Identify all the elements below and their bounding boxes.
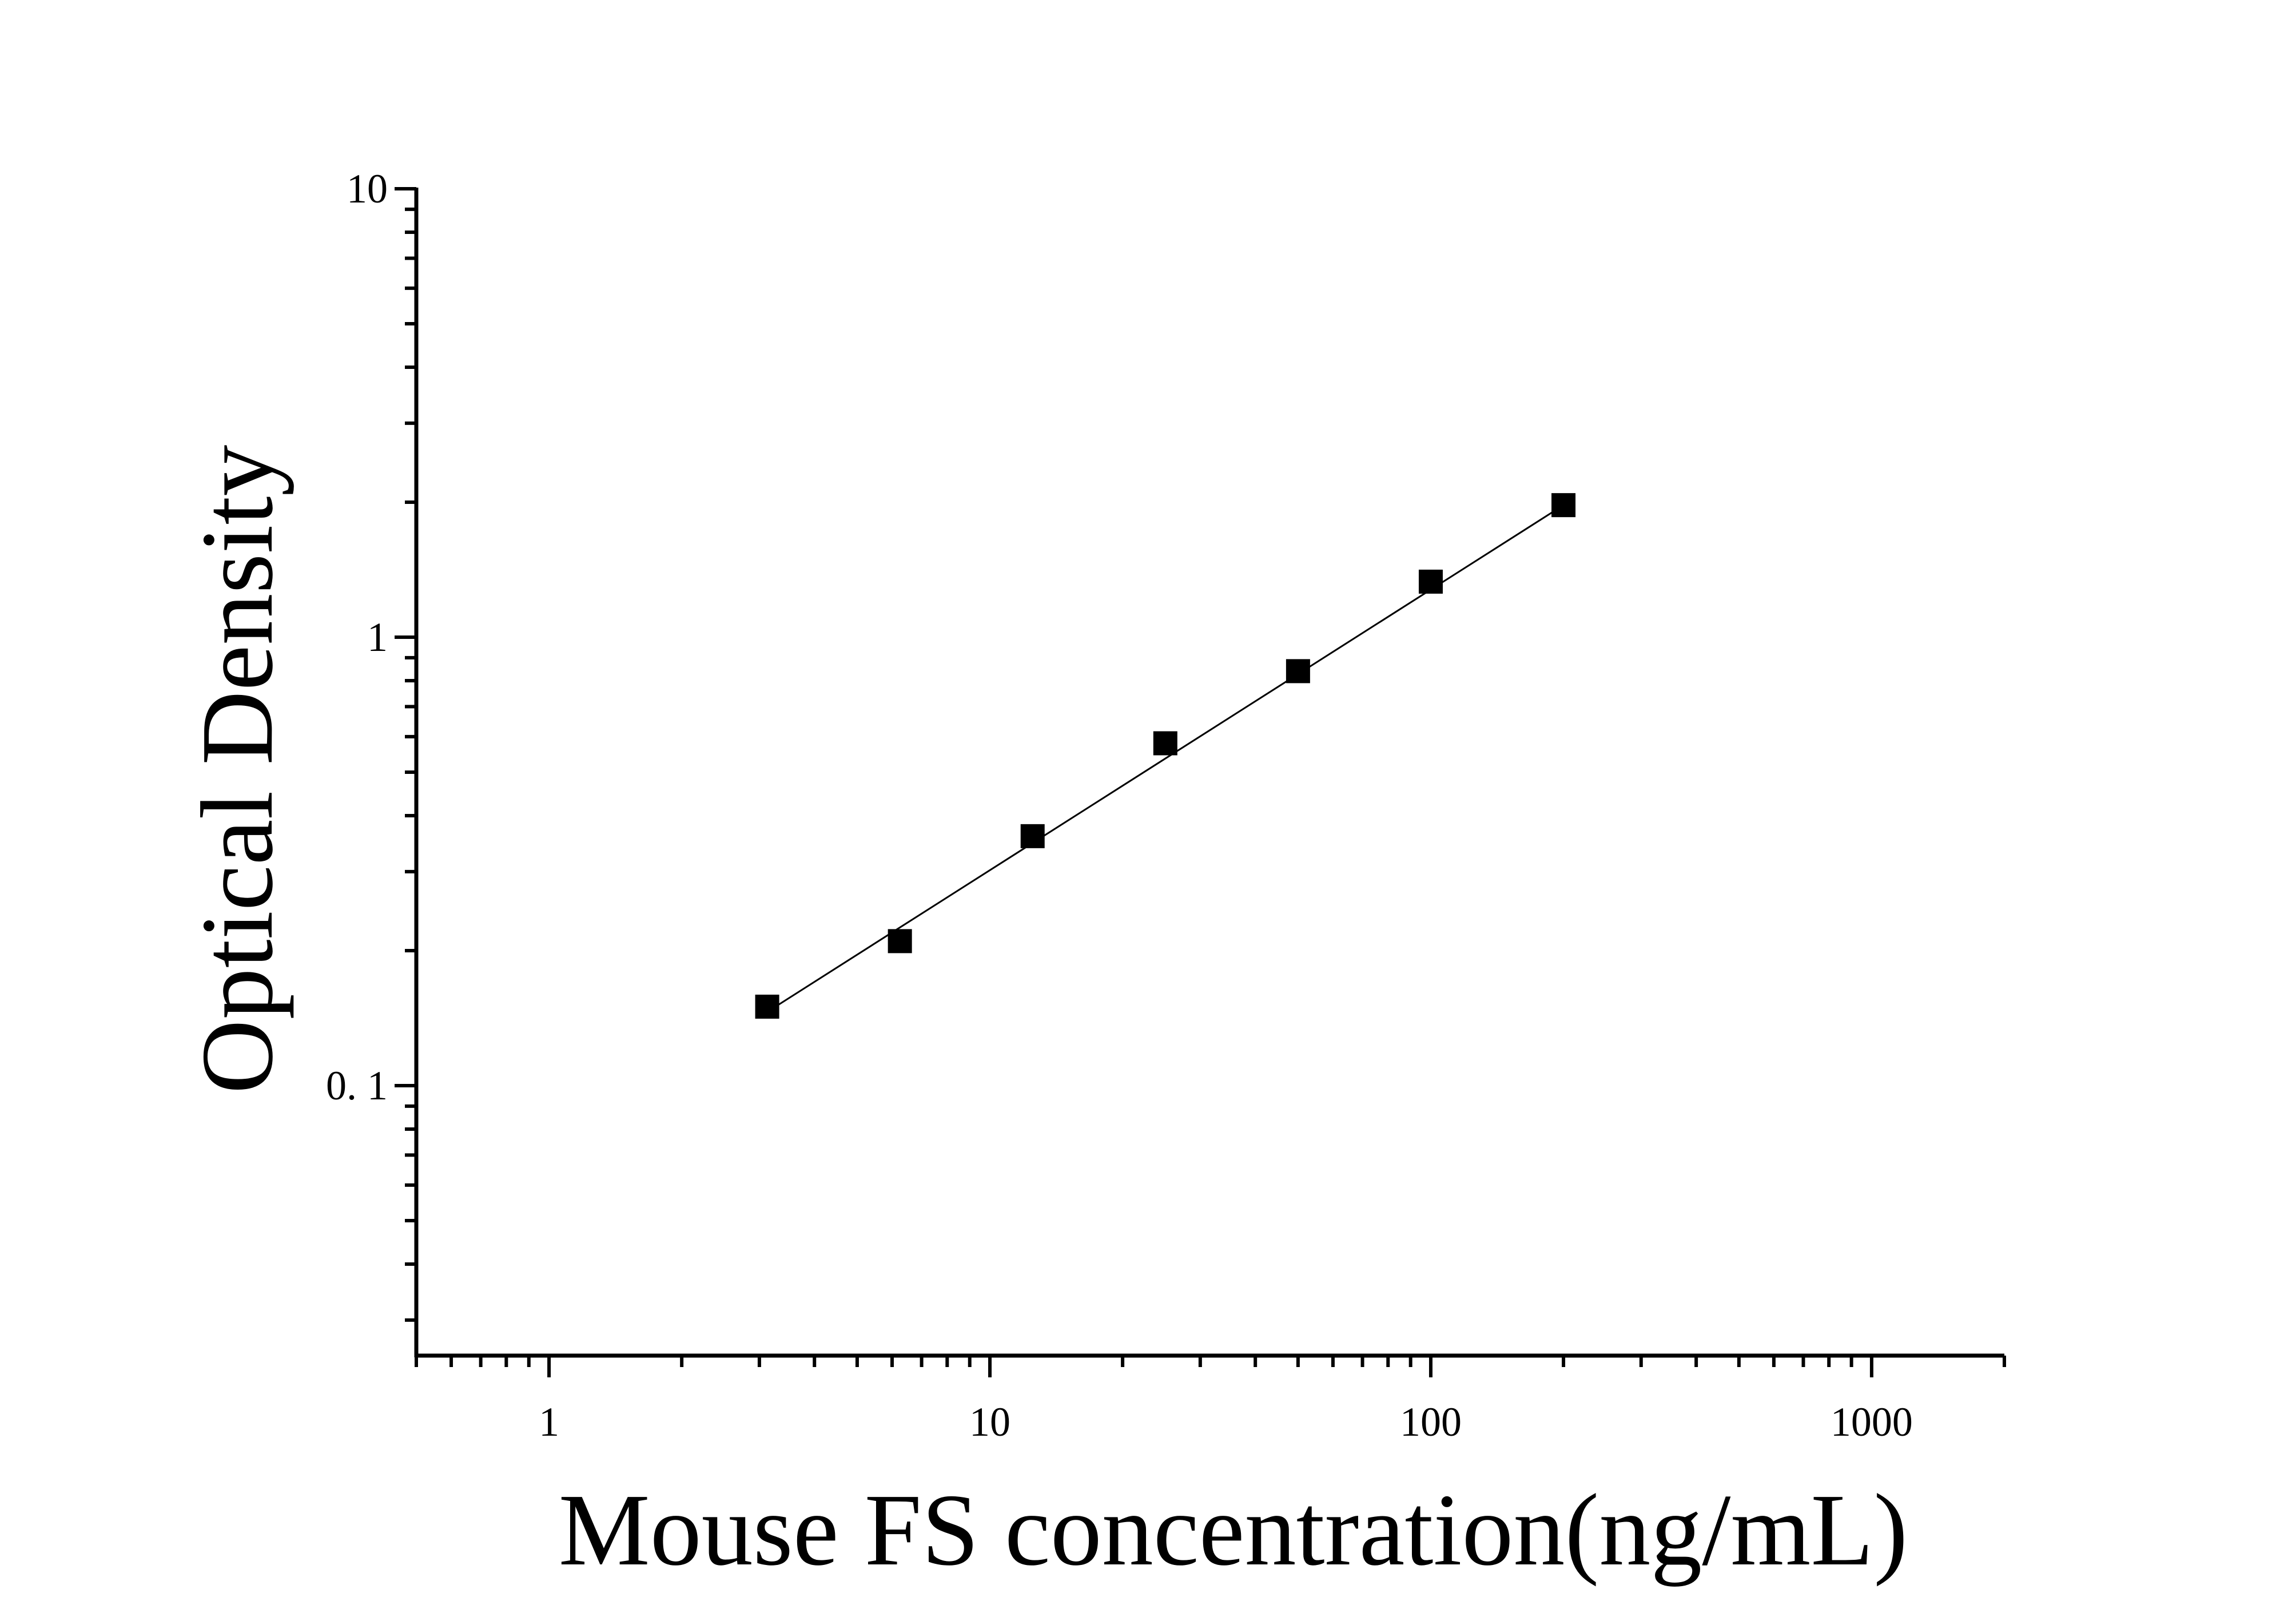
x-tick-label: 1 bbox=[539, 1399, 559, 1445]
data-point-marker bbox=[888, 929, 912, 954]
ticks bbox=[395, 187, 2006, 1377]
data-point-marker bbox=[1286, 659, 1310, 684]
data-point-marker bbox=[1551, 493, 1576, 518]
x-tick-label: 100 bbox=[1400, 1399, 1462, 1445]
data-point-marker bbox=[1153, 731, 1177, 756]
x-tick-label: 10 bbox=[969, 1399, 1010, 1445]
y-tick-label: 1 bbox=[367, 614, 388, 660]
y-tick-label: 10 bbox=[347, 166, 388, 212]
x-tick-label: 1000 bbox=[1831, 1399, 1913, 1445]
data-point-marker bbox=[1418, 569, 1443, 594]
data-points bbox=[755, 493, 1576, 1019]
x-axis-title: Mouse FS concentration(ng/mL) bbox=[559, 1473, 1908, 1587]
y-axis-title: Optical Density bbox=[180, 445, 294, 1094]
data-point-marker bbox=[755, 994, 779, 1019]
tick-labels: 1 10 100 1000 0. 1 1 10 bbox=[326, 166, 1913, 1445]
data-point-marker bbox=[1020, 824, 1045, 848]
y-tick-label: 0. 1 bbox=[326, 1063, 388, 1109]
